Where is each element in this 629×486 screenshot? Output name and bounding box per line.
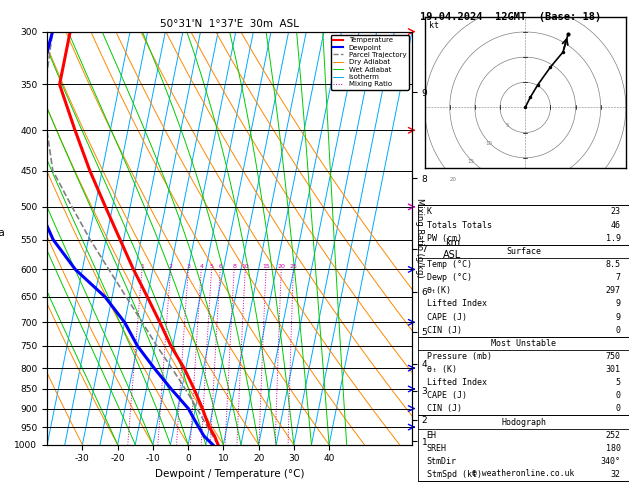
Text: Hodograph: Hodograph (501, 417, 546, 427)
Text: 5: 5 (616, 378, 621, 387)
Text: 1: 1 (140, 264, 144, 269)
Text: 9: 9 (616, 299, 621, 309)
Text: 0: 0 (616, 404, 621, 414)
Title: 50°31'N  1°37'E  30m  ASL: 50°31'N 1°37'E 30m ASL (160, 19, 299, 30)
Text: Mixing Ratio (g/kg): Mixing Ratio (g/kg) (415, 198, 424, 278)
Text: 25: 25 (289, 264, 298, 269)
Text: 6: 6 (218, 264, 222, 269)
Text: 0: 0 (616, 391, 621, 400)
Text: SREH: SREH (426, 444, 447, 453)
Text: 8: 8 (232, 264, 236, 269)
Text: Lifted Index: Lifted Index (426, 378, 487, 387)
Text: 180: 180 (606, 444, 621, 453)
Y-axis label: km
ASL: km ASL (443, 238, 462, 260)
Text: CAPE (J): CAPE (J) (426, 391, 467, 400)
Text: 3: 3 (186, 264, 190, 269)
Text: Temp (°C): Temp (°C) (426, 260, 472, 269)
Text: 15: 15 (467, 159, 474, 164)
Text: CIN (J): CIN (J) (426, 404, 462, 414)
Text: StmDir: StmDir (426, 457, 457, 466)
Text: EH: EH (426, 431, 437, 440)
Text: 1.9: 1.9 (606, 234, 621, 243)
Text: θₜ (K): θₜ (K) (426, 365, 457, 374)
Text: CAPE (J): CAPE (J) (426, 312, 467, 322)
Text: 20: 20 (449, 177, 456, 182)
Text: Lifted Index: Lifted Index (426, 299, 487, 309)
Text: 10: 10 (486, 141, 493, 146)
Text: CIN (J): CIN (J) (426, 326, 462, 335)
Text: Totals Totals: Totals Totals (426, 221, 492, 229)
Text: 15: 15 (262, 264, 270, 269)
X-axis label: Dewpoint / Temperature (°C): Dewpoint / Temperature (°C) (155, 469, 304, 479)
Text: StmSpd (kt): StmSpd (kt) (426, 470, 482, 479)
Text: PW (cm): PW (cm) (426, 234, 462, 243)
Text: 5: 5 (505, 123, 509, 128)
Text: Most Unstable: Most Unstable (491, 339, 556, 348)
Text: 32: 32 (611, 470, 621, 479)
Text: 750: 750 (606, 352, 621, 361)
Text: 7: 7 (616, 273, 621, 282)
Text: θₜ(K): θₜ(K) (426, 286, 452, 295)
Text: 297: 297 (606, 286, 621, 295)
Text: Surface: Surface (506, 247, 541, 256)
Text: 252: 252 (606, 431, 621, 440)
Text: kt: kt (428, 21, 438, 31)
Text: 301: 301 (606, 365, 621, 374)
Text: 23: 23 (611, 208, 621, 216)
Text: 20: 20 (277, 264, 285, 269)
Text: 4: 4 (199, 264, 203, 269)
Y-axis label: hPa: hPa (0, 228, 4, 238)
Legend: Temperature, Dewpoint, Parcel Trajectory, Dry Adiabat, Wet Adiabat, Isotherm, Mi: Temperature, Dewpoint, Parcel Trajectory… (331, 35, 408, 89)
Text: 10: 10 (242, 264, 249, 269)
Text: 46: 46 (611, 221, 621, 229)
Text: K: K (426, 208, 431, 216)
Text: 0: 0 (616, 326, 621, 335)
Text: 9: 9 (616, 312, 621, 322)
Text: © weatheronline.co.uk: © weatheronline.co.uk (472, 469, 575, 478)
Text: 8.5: 8.5 (606, 260, 621, 269)
Text: 2: 2 (169, 264, 172, 269)
Text: 340°: 340° (601, 457, 621, 466)
Text: 5: 5 (209, 264, 213, 269)
Text: 19.04.2024  12GMT  (Base: 18): 19.04.2024 12GMT (Base: 18) (420, 12, 601, 22)
Text: Dewp (°C): Dewp (°C) (426, 273, 472, 282)
Text: Pressure (mb): Pressure (mb) (426, 352, 492, 361)
